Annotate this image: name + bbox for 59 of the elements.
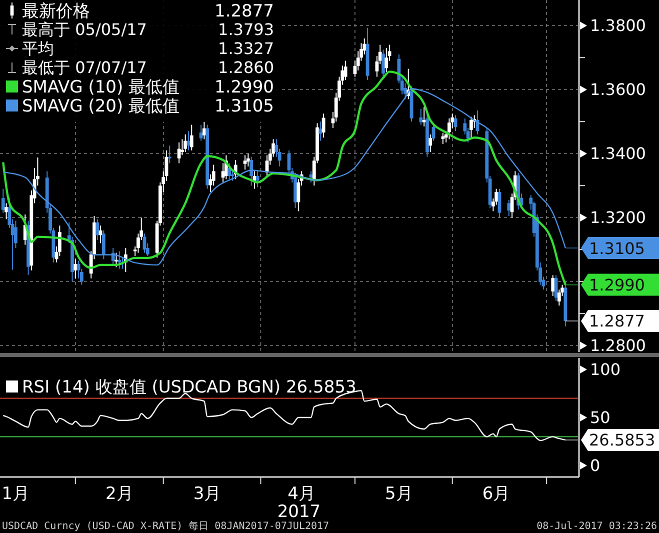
legend-label: RSI (14) 收盘值 (USDCAD BGN)	[22, 377, 281, 398]
candlestick	[177, 142, 181, 164]
candlestick	[243, 154, 247, 170]
text: USDCAD Curncy (USD-CAD X-RATE) 每日 08JAN2017-07JUL2017	[2, 520, 330, 532]
x-tick-label: 6月	[482, 484, 510, 504]
x-tick-label: 2月	[105, 484, 134, 504]
candlestick	[184, 134, 188, 152]
legend-label: SMAVG (10) 最低值	[22, 77, 180, 98]
text: 08-Jul-2017 03:23:26	[536, 521, 657, 532]
y-tick-label: 1.3600	[590, 80, 646, 100]
candlestick	[96, 218, 100, 240]
text: 26.5853	[286, 377, 356, 398]
y-tick-label: 1.3400	[590, 144, 646, 164]
x-tick-label: 1月	[2, 484, 30, 504]
candlestick	[190, 124, 194, 151]
candlestick	[507, 200, 511, 216]
candlestick	[318, 121, 322, 142]
x-tick-label: 5月	[385, 484, 413, 504]
candlestick	[228, 162, 232, 180]
candlestick	[102, 230, 106, 260]
annotation: 1.2877	[589, 312, 645, 331]
candlestick	[382, 49, 385, 78]
y-tick-label: 1.2800	[590, 336, 646, 356]
x-tick-label: 4月	[288, 484, 316, 504]
y-tick-label: 1.3800	[590, 16, 646, 36]
text: 1.3105	[214, 96, 274, 116]
candlestick	[180, 138, 184, 156]
candlestick	[557, 289, 561, 306]
annotation: 26.5853	[589, 430, 656, 450]
x-axis-title: 2017	[277, 502, 321, 522]
y-tick-label: 100	[590, 360, 621, 380]
legend-label: 最新价格	[22, 1, 90, 22]
y-tick-label: 1.3200	[590, 208, 646, 228]
candlestick	[118, 250, 122, 270]
candlestick	[168, 145, 172, 164]
annotation: 1.3105	[589, 238, 645, 258]
candlestick	[322, 113, 326, 138]
legend-label: SMAVG (20) 最低值	[22, 96, 180, 116]
text: 最高于 05/05/17 1.3793	[22, 20, 274, 40]
candlestick	[252, 170, 256, 190]
text: 1.2877	[214, 1, 274, 22]
text: 平均 1.3327	[22, 39, 274, 58]
candlestick	[1, 188, 5, 214]
y-tick-label: 50	[590, 408, 610, 428]
candlestick	[448, 118, 451, 140]
candlestick	[250, 156, 254, 186]
candlestick	[419, 108, 423, 126]
candlestick	[428, 134, 432, 152]
candlestick	[256, 170, 260, 188]
annotation: 1.2990	[589, 276, 645, 295]
y-tick-label: 0	[590, 456, 600, 476]
candlestick	[74, 258, 78, 279]
text: 1.2990	[214, 77, 274, 98]
text: 最低于 07/07/17 1.2860	[22, 58, 274, 78]
x-tick-label: 3月	[193, 484, 222, 504]
candlestick	[469, 116, 473, 138]
candlestick	[384, 48, 388, 72]
candlestick	[441, 132, 445, 144]
candlestick	[551, 274, 555, 296]
